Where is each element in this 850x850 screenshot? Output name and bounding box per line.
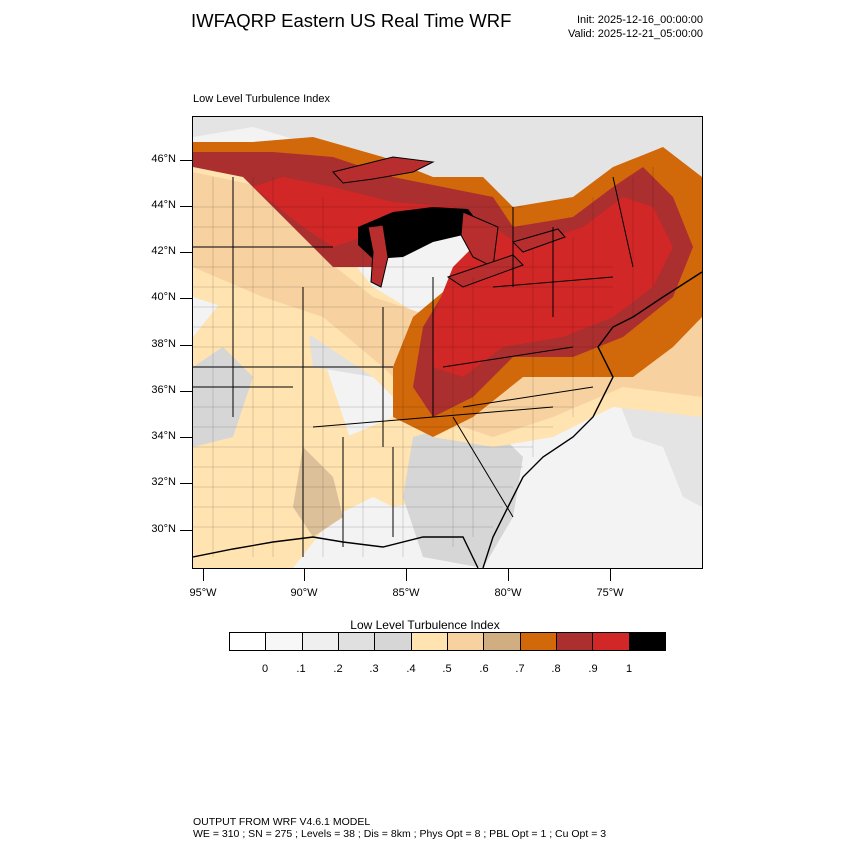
lat-label-46n: 46°N [151, 153, 176, 165]
lon-tick [508, 569, 509, 581]
lat-label-42n: 42°N [151, 245, 176, 257]
lat-label-36n: 36°N [151, 384, 176, 396]
colorbar-title: Low Level Turbulence Index [350, 618, 500, 632]
state-borders [193, 176, 634, 557]
colorbar-label: .5 [442, 663, 452, 675]
lon-tick [610, 569, 611, 581]
lat-tick [180, 206, 192, 207]
colorbar-label: .4 [406, 663, 416, 675]
field-060-south [293, 447, 343, 537]
lake-ontario [512, 228, 566, 253]
lat-label-40n: 40°N [151, 291, 176, 303]
colorbar [229, 632, 666, 651]
colorbar-swatch-5 [411, 633, 448, 650]
colorbar-swatch-3 [338, 633, 376, 650]
colorbar-label: .8 [551, 663, 561, 675]
lake-huron [460, 211, 499, 268]
atlantic-coastline [482, 271, 702, 568]
colorbar-swatch-11 [629, 633, 665, 650]
colorbar-label: .9 [588, 663, 598, 675]
lon-label-80w: 80°W [494, 587, 522, 599]
valid-time: Valid: 2025-12-21_05:00:00 [568, 28, 703, 40]
model-info-line2: WE = 310 ; SN = 275 ; Levels = 38 ; Dis … [193, 828, 607, 840]
colorbar-label: 1 [625, 663, 633, 675]
colorbar-swatch-6 [447, 633, 485, 650]
lat-label-30n: 30°N [151, 523, 176, 535]
lon-tick [304, 569, 305, 581]
lat-tick [180, 483, 192, 484]
colorbar-swatch-0 [230, 633, 267, 650]
field-040-southeast [403, 417, 523, 568]
lat-tick [180, 437, 192, 438]
lat-tick [180, 391, 192, 392]
lon-tick [406, 569, 407, 581]
field-max-core [358, 207, 478, 259]
lat-label-38n: 38°N [151, 338, 176, 350]
map-title: Low Level Turbulence Index [193, 93, 330, 105]
lake-erie [446, 254, 524, 288]
colorbar-label: .7 [515, 663, 525, 675]
colorbar-label: .1 [296, 663, 306, 675]
colorbar-label: .3 [369, 663, 379, 675]
lat-tick [180, 252, 192, 253]
lon-label-95w: 95°W [189, 587, 217, 599]
lat-label-32n: 32°N [151, 476, 176, 488]
lat-tick [180, 160, 192, 161]
colorbar-swatch-9 [556, 633, 594, 650]
lon-label-75w: 75°W [596, 587, 624, 599]
lat-tick [180, 345, 192, 346]
colorbar-swatch-8 [520, 633, 557, 650]
county-borders [193, 167, 654, 557]
lon-label-85w: 85°W [392, 587, 420, 599]
colorbar-label: .2 [333, 663, 343, 675]
colorbar-label: .6 [479, 663, 489, 675]
lon-tick [203, 569, 204, 581]
colorbar-swatch-4 [375, 633, 412, 650]
lake-superior [332, 156, 435, 184]
lat-tick [180, 298, 192, 299]
lat-tick [180, 530, 192, 531]
lon-label-90w: 90°W [290, 587, 318, 599]
init-time: Init: 2025-12-16_00:00:00 [577, 14, 703, 26]
field-040-west [193, 347, 253, 447]
turbulence-map [192, 116, 703, 569]
lat-label-34n: 34°N [151, 430, 176, 442]
colorbar-swatch-10 [593, 633, 630, 650]
model-info-line1: OUTPUT FROM WRF V4.6.1 MODEL [193, 816, 371, 828]
colorbar-swatch-1 [266, 633, 303, 650]
colorbar-swatch-7 [484, 633, 521, 650]
colorbar-swatch-2 [302, 633, 339, 650]
page-title: IWFAQRP Eastern US Real Time WRF [191, 10, 512, 31]
colorbar-label: 0 [261, 663, 269, 675]
lat-label-44n: 44°N [151, 199, 176, 211]
